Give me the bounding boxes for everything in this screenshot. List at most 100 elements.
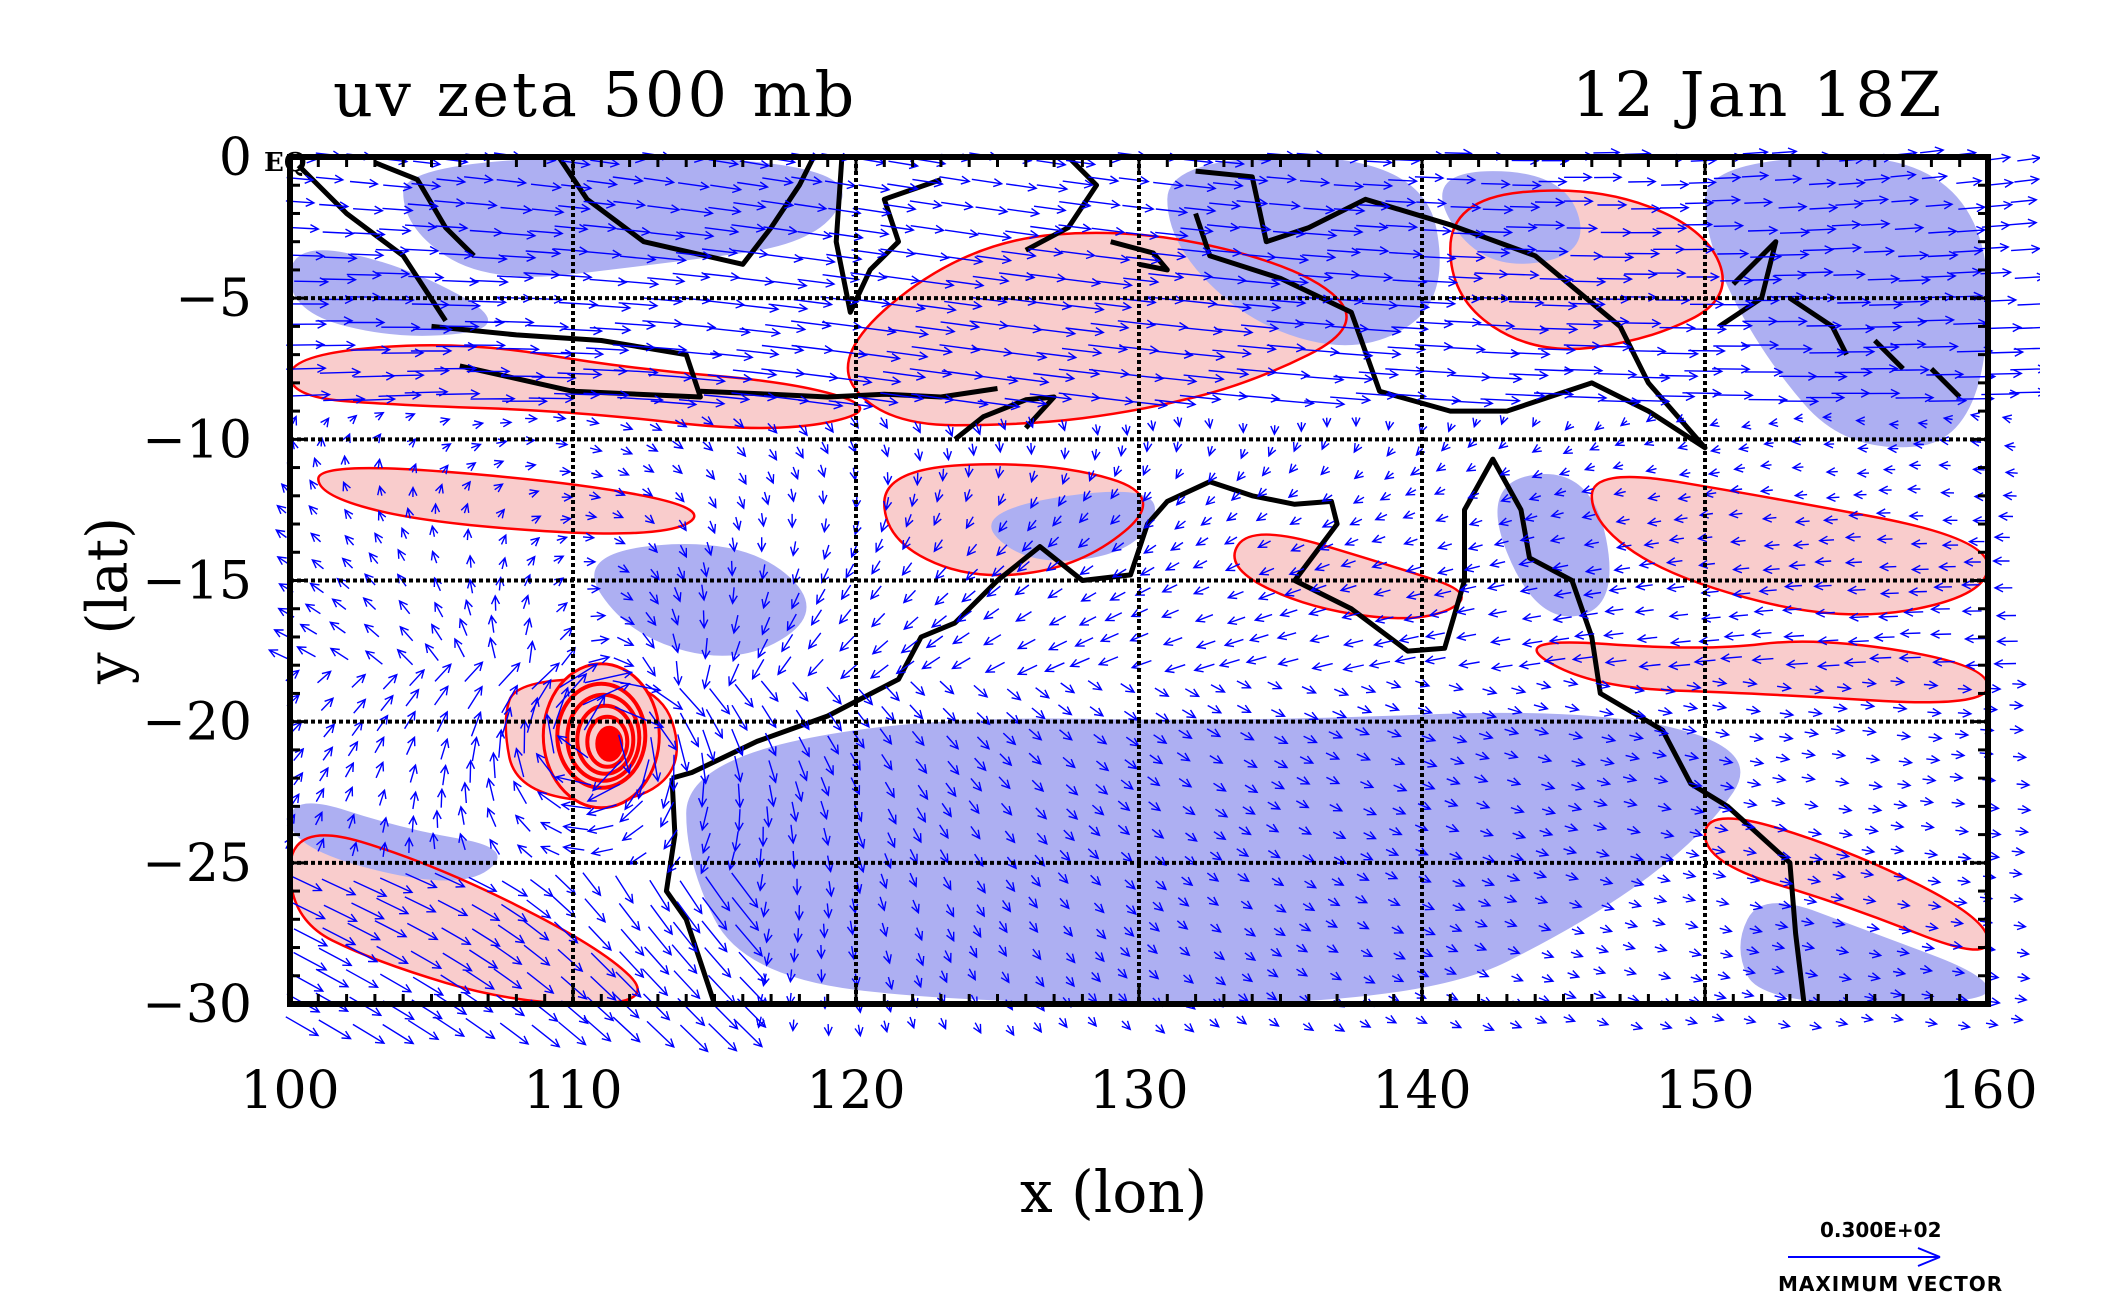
wind-vector: [1355, 894, 1369, 904]
wind-vector: [1121, 1020, 1132, 1031]
wind-vector: [345, 969, 379, 988]
wind-vector: [1860, 869, 1875, 879]
wind-vector: [1596, 848, 1610, 858]
wind-vector: [677, 519, 687, 532]
wind-vector: [828, 712, 843, 732]
wind-vector: [1359, 201, 1391, 211]
wind-vector: [795, 446, 804, 459]
wind-vector: [945, 782, 957, 798]
wind-vector: [554, 390, 601, 400]
wind-vector: [526, 899, 552, 919]
wind-vector: [1422, 901, 1436, 911]
wind-vector: [1021, 540, 1034, 552]
wind-vector: [322, 228, 355, 238]
wind-vector: [1771, 965, 1785, 975]
wind-vector: [1388, 176, 1419, 186]
wind-vector: [1148, 921, 1160, 932]
wind-vector: [591, 760, 622, 792]
wind-vector: [1077, 537, 1090, 549]
wind-vector: [1333, 1023, 1346, 1032]
wind-vector: [1288, 463, 1299, 474]
wind-vector: [1274, 735, 1289, 745]
wind-vector: [1117, 800, 1131, 812]
wind-vector: [1078, 512, 1089, 524]
wind-vector: [731, 704, 748, 732]
wind-vector: [1941, 540, 1959, 550]
wind-vector: [624, 779, 646, 811]
wind-vector: [436, 176, 467, 186]
wind-vector: [464, 598, 473, 616]
wind-vector: [1467, 490, 1480, 499]
wind-vector: [1458, 659, 1480, 669]
wind-vector: [1599, 707, 1615, 717]
wind-vector: [1564, 365, 1604, 376]
wind-vector: [1838, 973, 1853, 983]
wind-vector: [589, 491, 602, 501]
wind-vector: [1074, 637, 1094, 647]
wind-vector: [1504, 726, 1520, 736]
wind-vector: [497, 344, 540, 354]
wind-vector: [1926, 369, 1965, 380]
wind-vector: [1558, 467, 1570, 477]
wind-vector: [1928, 396, 1968, 406]
wind-vector: [1898, 653, 1921, 663]
wind-vector: [1340, 558, 1356, 568]
wind-vector: [1119, 946, 1131, 958]
wind-vector: [791, 592, 800, 610]
wind-vector: [1417, 705, 1433, 715]
wind-vector: [1768, 418, 1779, 428]
wind-vector: [1652, 749, 1668, 759]
wind-vector: [322, 927, 357, 946]
wind-vector: [972, 1022, 982, 1035]
wind-vector: [1016, 638, 1036, 650]
wind-vector: [1287, 488, 1299, 499]
wind-vector: [1906, 484, 1921, 494]
wind-vector: [1599, 924, 1614, 934]
wind-vector: [2011, 244, 2040, 254]
wind-vector: [765, 323, 807, 334]
wind-vector: [972, 275, 1010, 285]
coastline-13: [1929, 367, 1962, 399]
wind-vector: [374, 411, 385, 421]
wind-vector: [1630, 396, 1671, 406]
wind-vector: [1720, 949, 1734, 959]
wind-vector: [1778, 202, 1808, 212]
wind-vector: [1091, 448, 1101, 461]
wind-vector: [620, 422, 634, 431]
wind-vector: [1440, 441, 1451, 452]
wind-vector: [1601, 252, 1635, 262]
wind-vector: [287, 873, 323, 892]
wind-vector: [591, 302, 632, 312]
wind-vector: [903, 616, 919, 631]
wind-vector: [1057, 495, 1067, 507]
wind-vector: [1148, 272, 1185, 282]
wind-vector: [1001, 250, 1037, 260]
wind-vector: [1472, 417, 1482, 429]
wind-vector: [1715, 728, 1731, 738]
wind-vector: [900, 639, 918, 654]
wind-vector: [1772, 774, 1787, 784]
wind-vector: [590, 952, 617, 978]
wind-vector: [1296, 943, 1309, 953]
wind-vector: [1353, 442, 1363, 454]
wind-vector: [787, 488, 797, 503]
wind-vector: [1601, 902, 1615, 912]
wind-vector: [880, 444, 890, 458]
wind-vector: [1393, 951, 1406, 960]
wind-vector: [1379, 491, 1392, 501]
wind-vector: [1047, 536, 1060, 548]
wind-vector: [921, 656, 941, 670]
wind-vector: [1892, 967, 1907, 977]
wind-vector: [460, 781, 471, 804]
wind-vector: [617, 467, 630, 476]
wind-vector: [1238, 826, 1252, 836]
wind-vector: [1093, 902, 1105, 914]
wind-vector: [1920, 796, 1935, 806]
wind-vector: [758, 826, 768, 848]
wind-vector: [1066, 304, 1105, 314]
wind-vector: [1518, 558, 1535, 568]
wind-vector: [1059, 200, 1092, 210]
wind-vector: [973, 684, 989, 698]
wind-vector: [731, 640, 741, 663]
wind-vector: [906, 1016, 916, 1030]
